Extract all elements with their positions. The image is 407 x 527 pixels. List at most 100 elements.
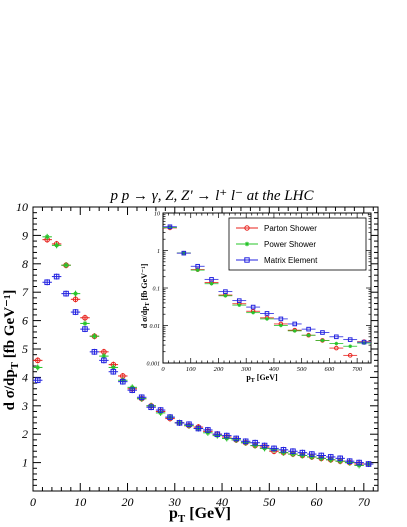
inset-data-point (334, 334, 339, 340)
main-data-point (72, 296, 79, 303)
inset-data-point (348, 344, 352, 349)
legend-label: Power Shower (264, 240, 316, 249)
main-data-point (309, 451, 315, 457)
inset-data-point (209, 277, 214, 282)
main-data-point (35, 365, 41, 370)
legend-label: Parton Shower (264, 224, 317, 233)
main-data-point (223, 432, 230, 439)
inset-data-point (306, 326, 311, 332)
main-data-point (205, 427, 211, 433)
inset-data-point (167, 224, 173, 230)
main-x-tick-label: 10 (74, 495, 86, 509)
inset-data-point (195, 268, 200, 272)
main-x-tick-label: 70 (358, 495, 370, 509)
main-data-point (242, 438, 249, 445)
inset-data-point (237, 303, 242, 307)
main-data-point (280, 447, 287, 453)
main-data-point (148, 404, 154, 411)
inset-y-tick-label: 10 (154, 212, 160, 218)
inset-x-tick-label: 100 (186, 366, 197, 373)
inset-data-point (223, 289, 228, 294)
main-data-point (63, 262, 69, 268)
main-data-point (82, 321, 88, 326)
inset-data-point (265, 317, 269, 321)
main-data-point (82, 314, 88, 321)
main-y-tick-label: 8 (22, 257, 28, 271)
main-data-point (63, 290, 69, 297)
main-y-tick-label: 2 (22, 427, 28, 441)
main-data-point (214, 431, 221, 437)
main-y-tick-label: 1 (22, 456, 28, 470)
main-data-point (72, 309, 79, 315)
inset-data-point (334, 345, 339, 351)
main-data-point (186, 421, 192, 428)
main-data-point (110, 368, 117, 375)
main-y-tick-label: 5 (22, 342, 28, 356)
main-x-tick-label: 30 (168, 495, 181, 509)
legend-marker (244, 241, 250, 247)
inset-data-point (278, 316, 284, 322)
inset-data-point (347, 353, 353, 358)
inset-y-tick-label: 0.001 (147, 362, 161, 368)
inset-x-tick-label: 700 (352, 366, 363, 373)
inset-x-axis-label: pT [GeV] (246, 373, 278, 384)
main-data-point (261, 442, 268, 449)
legend-marker (244, 257, 250, 263)
inset-data-point (320, 338, 325, 343)
inset-x-tick-label: 300 (240, 366, 252, 373)
inset-data-point (250, 304, 256, 310)
inset-x-tick-label: 600 (325, 366, 336, 373)
main-x-axis-label: pT [GeV] (169, 505, 231, 525)
main-data-point (327, 454, 334, 460)
main-data-point (73, 291, 78, 296)
main-data-point (252, 439, 258, 446)
inset-data-point (209, 281, 214, 286)
inset-data-point (236, 298, 242, 303)
main-data-point (318, 452, 325, 459)
main-y-tick-label: 3 (21, 399, 28, 413)
inset-x-tick-label: 200 (214, 366, 225, 373)
legend-marker (244, 225, 250, 231)
legend-label: Matrix Element (264, 256, 318, 265)
inset-y-tick-label: 1 (157, 249, 160, 255)
main-data-point (101, 357, 107, 364)
main-data-point (129, 387, 136, 393)
inset-data-point (361, 339, 367, 345)
main-data-point (34, 357, 41, 364)
main-title: p p → γ, Z, Z' → l⁺ l⁻ at the LHC (110, 188, 315, 204)
main-data-point (195, 425, 202, 432)
inset-data-point (251, 310, 255, 315)
inset-y-tick-label: 0.01 (150, 324, 161, 330)
inset-data-point (347, 337, 353, 342)
inset-data-point (292, 321, 298, 327)
inset-x-tick-label: 400 (269, 366, 280, 373)
main-data-point (167, 414, 173, 420)
main-data-point (34, 377, 41, 384)
inset-data-point (279, 323, 283, 328)
main-data-point (271, 445, 277, 452)
main-data-point (91, 349, 98, 355)
inset-data-point (264, 311, 270, 316)
main-data-point (138, 394, 145, 401)
main-data-point (233, 435, 240, 442)
inset-data-point (306, 333, 311, 338)
inset-data-point (334, 341, 339, 346)
main-y-tick-label: 6 (22, 314, 28, 328)
main-data-point (176, 420, 183, 426)
inset-y-axis-label: d σ/dpT [fb GeV⁻¹] (140, 263, 151, 328)
main-data-point (290, 448, 296, 455)
inset-legend: Parton Shower Power Shower Matrix Element (228, 217, 367, 271)
main-data-point (337, 455, 343, 462)
main-y-tick-label: 9 (22, 228, 28, 242)
main-data-point (54, 243, 59, 248)
inset-y-tick-label: 0.1 (153, 287, 161, 293)
main-data-point (92, 333, 97, 339)
main-data-point (365, 461, 372, 467)
main-x-tick-label: 0 (30, 495, 36, 509)
inset-x-tick-label: 0 (161, 366, 165, 373)
inset-data-point (195, 263, 200, 269)
main-y-tick-label: 7 (22, 285, 29, 299)
main-x-tick-label: 40 (216, 495, 228, 509)
main-data-point (356, 459, 362, 466)
